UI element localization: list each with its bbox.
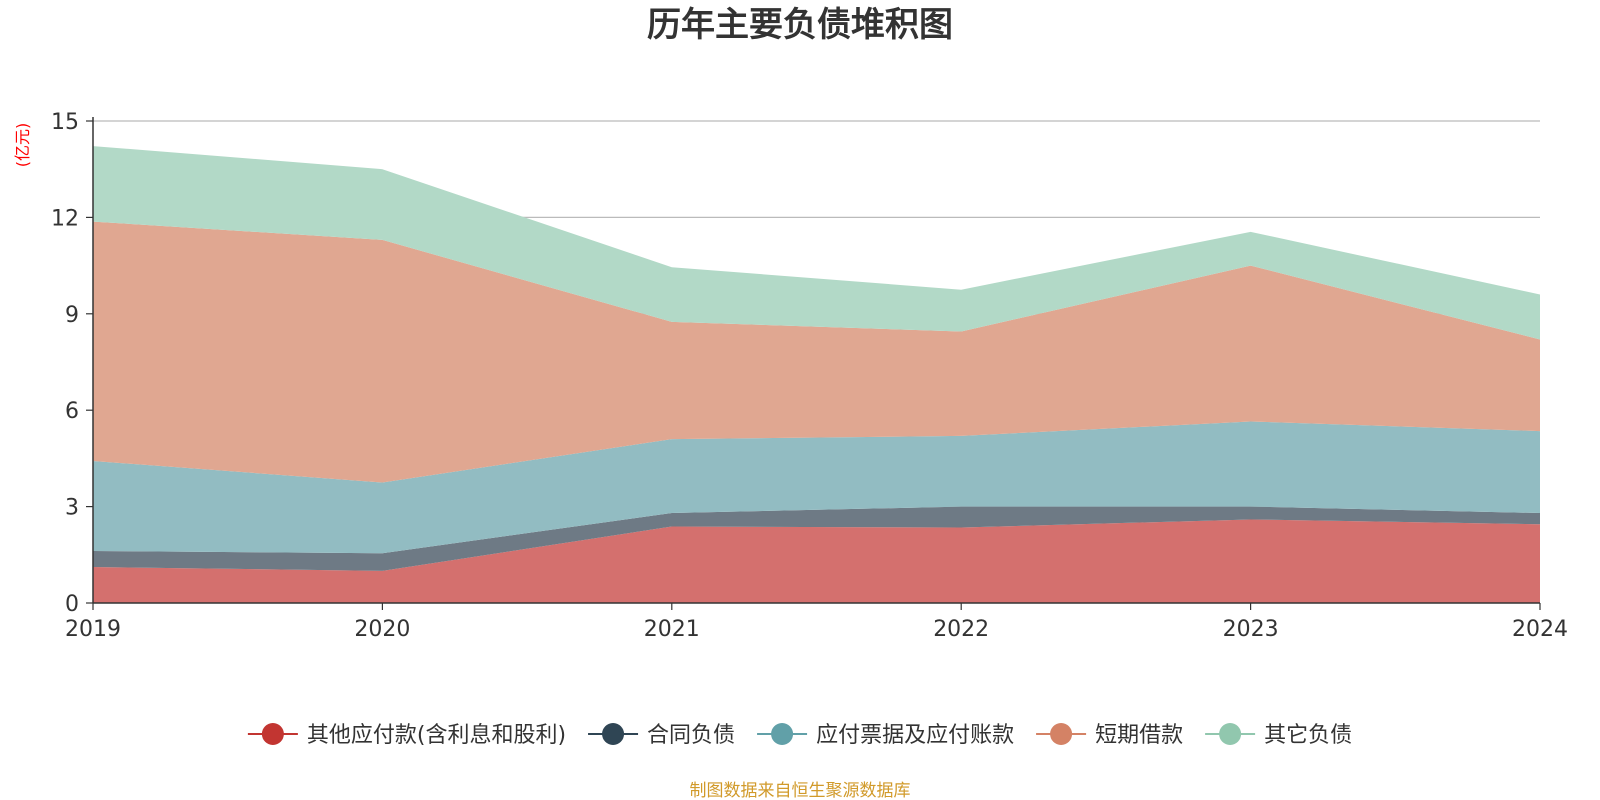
x-tick-label: 2021 <box>644 617 700 642</box>
y-tick-label: 12 <box>51 206 79 231</box>
legend-item[interactable]: 短期借款 <box>1036 723 1183 748</box>
area-series-4 <box>93 221 1540 483</box>
y-tick-label: 3 <box>65 496 79 521</box>
data-source-note: 制图数据来自恒生聚源数据库 <box>690 781 911 800</box>
legend-label: 其它负债 <box>1264 723 1352 748</box>
legend-marker <box>771 723 794 745</box>
x-tick-label: 2022 <box>933 617 989 642</box>
y-tick-label: 15 <box>51 110 79 135</box>
y-tick-label: 0 <box>65 592 79 617</box>
axes: 0 3 6 9 12 15 2019 2020 2021 2022 2023 2024 <box>51 110 1568 642</box>
legend-marker <box>1219 723 1242 745</box>
chart-title: 历年主要负债堆积图 <box>647 5 953 45</box>
legend-item[interactable]: 应付票据及应付账款 <box>757 723 1014 748</box>
legend-marker <box>1050 723 1073 745</box>
x-tick-label: 2019 <box>65 617 121 642</box>
y-tick-label: 6 <box>65 399 79 424</box>
area-series-2 <box>93 506 1540 571</box>
legend-item[interactable]: 其它负债 <box>1205 723 1352 748</box>
area-series-3 <box>93 421 1540 554</box>
y-axis-unit-label: (亿元) <box>13 123 32 168</box>
x-tick-label: 2023 <box>1223 617 1279 642</box>
x-tick-label: 2024 <box>1512 617 1568 642</box>
legend-label: 合同负债 <box>647 723 735 748</box>
legend-marker <box>261 723 284 745</box>
legend-label: 其他应付款(含利息和股利) <box>307 723 566 748</box>
legend-item[interactable]: 合同负债 <box>588 723 735 748</box>
area-series-5 <box>93 146 1540 340</box>
legend-item[interactable]: 其他应付款(含利息和股利) <box>247 723 566 748</box>
x-tick-label: 2020 <box>354 617 410 642</box>
area-series-1 <box>93 519 1540 603</box>
legend: 其他应付款(含利息和股利) 合同负债 应付票据及应付账款 短期借款 其它负债 <box>247 723 1352 748</box>
area-series <box>93 146 1540 603</box>
y-tick-label: 9 <box>65 303 79 328</box>
legend-label: 应付票据及应付账款 <box>816 723 1014 748</box>
legend-marker <box>602 723 625 745</box>
legend-label: 短期借款 <box>1095 723 1183 748</box>
